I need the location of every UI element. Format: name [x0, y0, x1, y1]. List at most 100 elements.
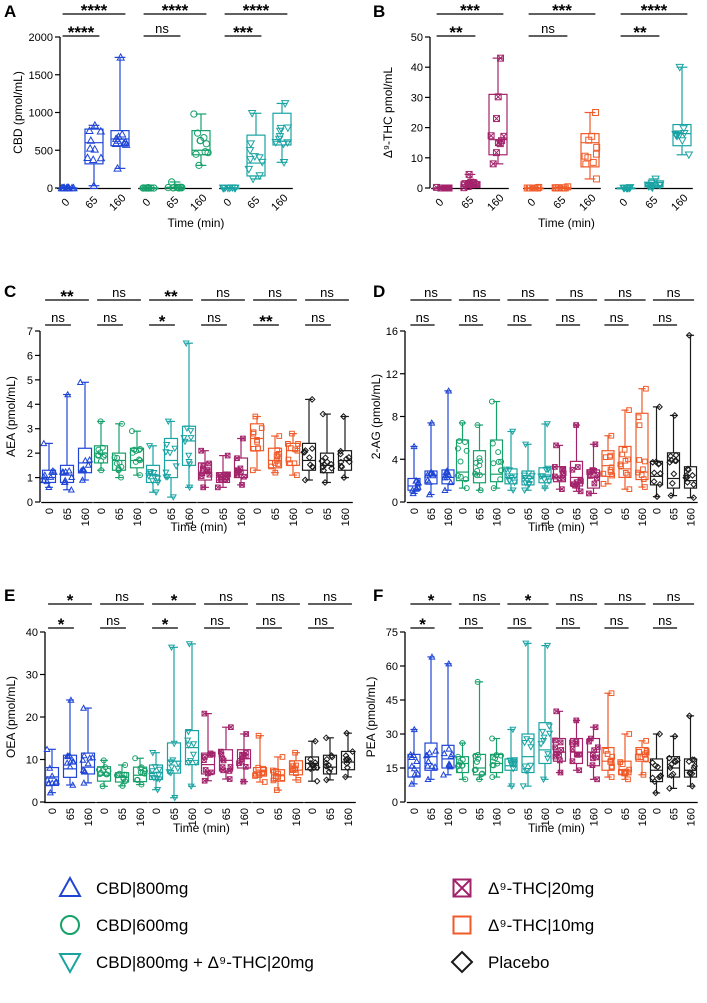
data-point [239, 482, 245, 488]
y-tick-label: 40 [26, 627, 38, 639]
x-tick-label: 0 [304, 508, 316, 514]
data-point [656, 470, 664, 477]
data-point-cross [553, 442, 559, 449]
legend-item-CBD800: CBD|800mg [58, 875, 188, 898]
group-CBD800: 0 65 160 ** [43, 591, 97, 826]
x-axis-title: Time (min) [171, 520, 228, 534]
data-point [113, 163, 122, 172]
data-point [342, 773, 349, 781]
x-tick-label: 0 [96, 508, 108, 514]
y-tick-label: 45 [386, 695, 398, 707]
data-point [320, 466, 328, 474]
data-point-box [497, 137, 505, 145]
data-point [45, 779, 53, 787]
x-axis-title: Time (min) [168, 216, 225, 230]
data-point-cross [569, 739, 575, 746]
data-point [240, 778, 247, 785]
data-point [492, 149, 500, 157]
data-point [250, 430, 257, 437]
data-point [245, 147, 255, 156]
data-point [643, 756, 649, 763]
data-point [238, 469, 244, 476]
data-point [323, 776, 330, 784]
sig-label-0-160: * [428, 591, 435, 610]
data-point-cross [206, 471, 213, 478]
data-point [114, 132, 123, 140]
data-point [428, 653, 436, 660]
y-tick-label: 15 [386, 763, 398, 775]
data-point-cross [207, 752, 213, 758]
data-point [148, 478, 157, 485]
data-point [79, 756, 87, 763]
data-point [68, 473, 76, 481]
data-point [95, 452, 102, 459]
data-point [472, 752, 479, 759]
data-point [552, 744, 559, 751]
data-point [250, 467, 256, 474]
data-point [463, 485, 470, 492]
data-point [255, 732, 262, 739]
data-point [424, 775, 432, 783]
data-point [149, 750, 157, 757]
x-tick-label: 65 [221, 808, 233, 820]
data-point-cross [576, 767, 582, 773]
legend-item-Placebo: Placebo [450, 950, 549, 974]
data-point [544, 751, 552, 758]
x-tick-label: 65 [426, 508, 438, 520]
data-point [622, 184, 631, 193]
data-point [505, 478, 513, 485]
y-tick-label: 0 [392, 497, 398, 509]
data-point [187, 435, 195, 442]
data-point [609, 472, 616, 479]
x-tick-label: 0 [44, 508, 56, 514]
data-point [119, 782, 126, 789]
data-point [556, 475, 563, 482]
data-point-cross [234, 455, 240, 461]
x-tick-label: 0 [433, 196, 446, 209]
box [110, 130, 130, 147]
data-point-box [557, 769, 564, 776]
sig-label-0-65: ns [561, 310, 575, 325]
data-point [84, 461, 92, 468]
data-point [527, 762, 535, 770]
data-point [625, 456, 631, 463]
data-point [326, 765, 334, 773]
data-point-box [586, 738, 592, 745]
x-tick-label: 0 [203, 808, 215, 814]
data-point-cross [240, 435, 246, 442]
box [504, 468, 518, 485]
data-point [174, 760, 182, 768]
data-point-box [206, 460, 212, 467]
data-point [509, 758, 517, 766]
x-tick-label: 0 [255, 808, 267, 814]
data-point-cross [199, 470, 206, 477]
data-point [538, 473, 547, 480]
data-point-box [201, 710, 208, 717]
sig-label-0-160: ** [60, 287, 74, 306]
y-tick-label: 10 [26, 755, 38, 767]
sig-label-0-65: ns [561, 613, 575, 628]
sig-label-0-160: ns [323, 589, 337, 604]
data-point-cross [557, 757, 563, 764]
x-tick-label: 65 [551, 194, 568, 211]
data-point-cross [489, 160, 497, 168]
x-tick-label: 0 [506, 808, 518, 814]
group-CBDTHC: 0 65 160 * ns [503, 591, 554, 826]
x-tick-label: 65 [322, 508, 334, 520]
data-point-cross [206, 460, 212, 467]
data-point [171, 795, 179, 802]
data-point [667, 456, 675, 464]
x-tick-label: 0 [525, 196, 538, 209]
data-point [80, 779, 88, 786]
data-point [269, 767, 276, 774]
data-point [507, 474, 516, 482]
data-point-cross [592, 441, 599, 447]
panel-letter: B [373, 2, 385, 21]
x-tick-label: 0 [148, 508, 160, 514]
data-point-box [589, 762, 596, 769]
data-point [576, 767, 583, 774]
data-point [428, 419, 436, 426]
sig-label-0-65: ns [210, 613, 224, 628]
x-tick-label: 65 [669, 508, 681, 520]
panel-f: F 0 15 30 45 60 75 PEA (pmol/mL) Time (min) 0 65 16… [364, 586, 698, 835]
